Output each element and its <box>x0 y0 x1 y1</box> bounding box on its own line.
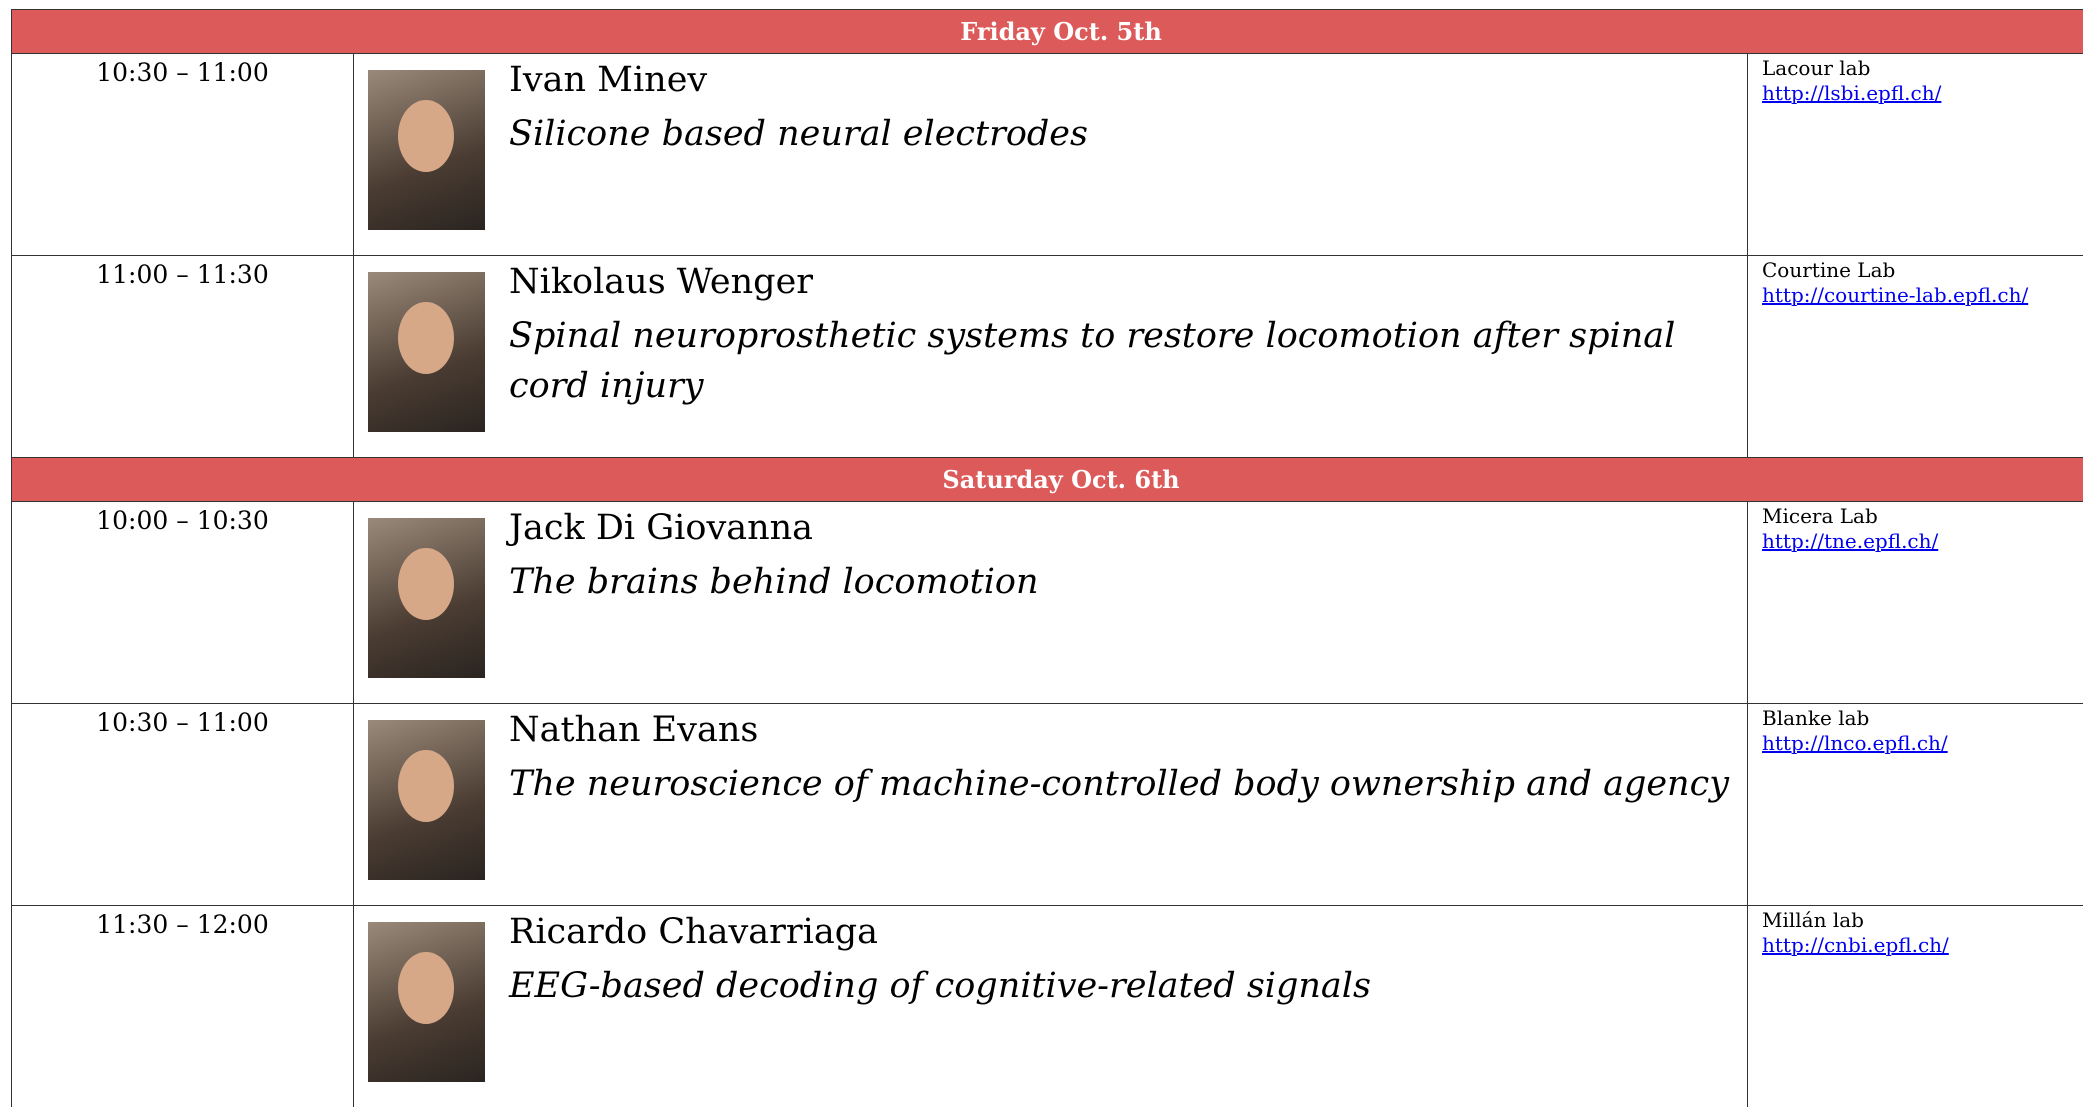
lab-name: Micera Lab <box>1762 504 1878 528</box>
column-divider <box>353 704 354 905</box>
session-row: 11:30 – 12:00 Ricardo Chavarriaga EEG-base… <box>11 905 2083 1107</box>
speaker-name: Nikolaus Wenger <box>509 262 814 302</box>
column-divider <box>1747 256 1748 457</box>
column-divider <box>1747 54 1748 255</box>
lab-name: Blanke lab <box>1762 706 1870 730</box>
session-row: 11:00 – 11:30 Nikolaus Wenger Spinal neuro… <box>11 255 2083 457</box>
talk-title: Spinal neuroprosthetic systems to restor… <box>509 316 1676 406</box>
column-divider <box>353 906 354 1107</box>
lab-name: Millán lab <box>1762 908 1864 932</box>
column-divider <box>1747 906 1748 1107</box>
speaker-name: Ivan Minev <box>509 60 708 100</box>
day-header: Friday Oct. 5th <box>11 9 2083 53</box>
speaker-photo <box>368 720 485 880</box>
session-row: 10:30 – 11:00 Nathan Evans The neuroscienc… <box>11 703 2083 905</box>
lab-link[interactable]: http://tne.epfl.ch/ <box>1762 529 1939 553</box>
column-divider <box>1747 502 1748 703</box>
session-time: 10:30 – 11:00 <box>96 708 269 737</box>
lab-name: Lacour lab <box>1762 56 1871 80</box>
speaker-name: Jack Di Giovanna <box>509 508 814 548</box>
speaker-photo <box>368 70 485 230</box>
speaker-name: Ricardo Chavarriaga <box>509 912 878 952</box>
column-divider <box>353 256 354 457</box>
session-time: 11:30 – 12:00 <box>96 910 269 939</box>
day-header: Saturday Oct. 6th <box>11 457 2083 501</box>
speaker-photo <box>368 272 485 432</box>
session-time: 10:00 – 10:30 <box>96 506 269 535</box>
session-time: 10:30 – 11:00 <box>96 58 269 87</box>
column-divider <box>1747 704 1748 905</box>
column-divider <box>353 502 354 703</box>
lab-link[interactable]: http://courtine-lab.epfl.ch/ <box>1762 283 2029 307</box>
lab-link[interactable]: http://lnco.epfl.ch/ <box>1762 731 1948 755</box>
session-row: 10:00 – 10:30 Jack Di Giovanna The brains … <box>11 501 2083 703</box>
lab-link[interactable]: http://cnbi.epfl.ch/ <box>1762 933 1949 957</box>
talk-title: EEG-based decoding of cognitive-related … <box>509 966 1371 1006</box>
lab-name: Courtine Lab <box>1762 258 1896 282</box>
talk-title: The brains behind locomotion <box>509 562 1039 602</box>
schedule-table: Friday Oct. 5th 10:30 – 11:00 Ivan Minev Si… <box>11 9 2083 1107</box>
talk-title: Silicone based neural electrodes <box>509 114 1088 154</box>
column-divider <box>353 54 354 255</box>
session-time: 11:00 – 11:30 <box>96 260 269 289</box>
speaker-photo <box>368 922 485 1082</box>
lab-link[interactable]: http://lsbi.epfl.ch/ <box>1762 81 1942 105</box>
session-row: 10:30 – 11:00 Ivan Minev Silicone based ne… <box>11 53 2083 255</box>
speaker-photo <box>368 518 485 678</box>
talk-title: The neuroscience of machine-controlled b… <box>509 764 1729 804</box>
speaker-name: Nathan Evans <box>509 710 759 750</box>
